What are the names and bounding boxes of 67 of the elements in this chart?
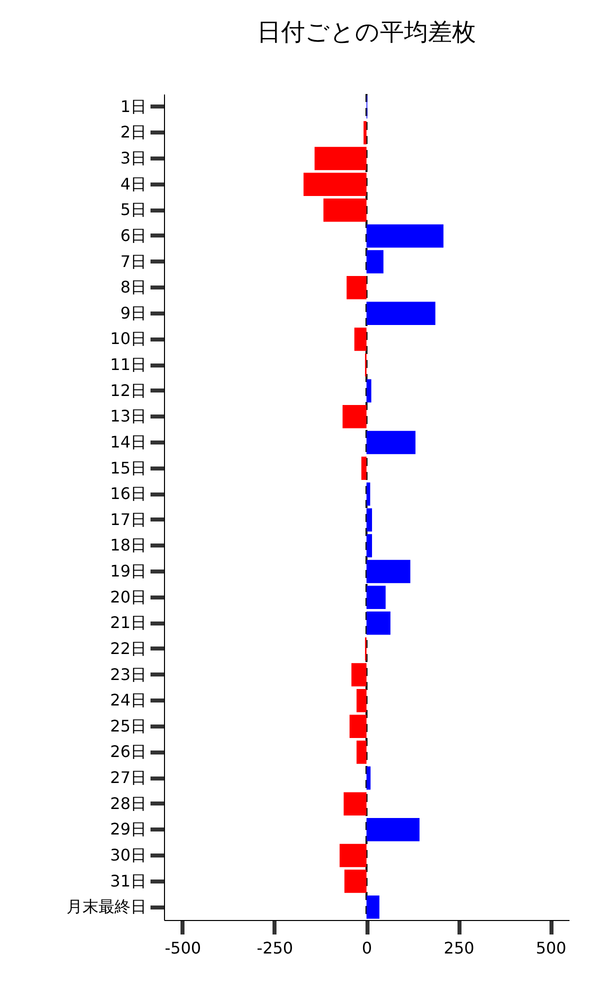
y-tick-label: 16日 (110, 484, 146, 504)
bar (346, 276, 366, 300)
y-tick-label: 21日 (110, 613, 146, 632)
y-tick-label: 11日 (110, 355, 146, 374)
y-tick-label: 7日 (120, 252, 146, 271)
y-tick-label: 26日 (110, 742, 146, 762)
y-tick-label: 10日 (110, 329, 146, 348)
bar (344, 870, 366, 893)
y-tick-label: 23日 (110, 664, 146, 684)
y-tick-label: 12日 (110, 380, 146, 400)
x-tick-label: -500 (164, 938, 202, 958)
y-tick-label: 1日 (120, 96, 146, 116)
x-tick-label: 0 (362, 938, 372, 958)
bar (314, 146, 366, 170)
bar (364, 121, 366, 144)
bar (342, 405, 366, 428)
bar (366, 224, 444, 248)
y-tick-label: 15日 (110, 458, 146, 478)
y-tick-label: 3日 (120, 148, 146, 168)
y-tick-label: 30日 (110, 845, 146, 864)
bar (351, 663, 366, 686)
bar (356, 688, 366, 712)
bar (366, 302, 436, 326)
y-tick-label: 25日 (110, 716, 146, 736)
chart-title: 日付ごとの平均差枚 (257, 18, 476, 46)
x-tick-label: 500 (536, 938, 566, 958)
y-tick-label: 20日 (110, 587, 146, 606)
y-tick-label: 4日 (120, 174, 146, 194)
x-tick-label: -250 (256, 938, 294, 958)
y-tick-label: 29日 (110, 820, 146, 839)
bar (354, 328, 366, 351)
bar (356, 740, 366, 764)
y-tick-label: 31日 (110, 871, 146, 890)
y-tick-label: 28日 (110, 794, 146, 813)
bar (366, 612, 390, 635)
y-tick-label: 月末最終日 (66, 897, 146, 916)
bar (340, 844, 366, 868)
bar (366, 379, 372, 402)
bar (366, 508, 372, 532)
x-tick-label: 250 (444, 938, 474, 958)
bar (366, 818, 420, 842)
y-tick-label: 27日 (110, 768, 146, 788)
y-tick-label: 8日 (120, 278, 146, 297)
bar (366, 586, 386, 609)
y-tick-label: 18日 (110, 536, 146, 555)
bar (366, 534, 372, 558)
y-tick-label: 6日 (120, 226, 146, 245)
bar (366, 250, 384, 274)
y-tick-label: 9日 (120, 303, 146, 322)
bar (361, 456, 366, 480)
bar (366, 766, 371, 790)
y-tick-label: 22日 (110, 638, 146, 658)
y-tick-label: 24日 (110, 690, 146, 710)
y-tick-label: 14日 (110, 432, 146, 452)
bar (304, 172, 366, 196)
y-tick-label: 19日 (110, 562, 146, 581)
bar (366, 482, 370, 506)
bar (366, 895, 380, 919)
bar (323, 198, 366, 222)
bar (344, 792, 366, 816)
y-tick-label: 5日 (120, 200, 146, 220)
bar (366, 560, 410, 584)
y-tick-label: 13日 (110, 406, 146, 426)
bar (366, 430, 416, 454)
y-tick-label: 2日 (120, 122, 146, 142)
bar (350, 714, 366, 738)
y-tick-label: 17日 (110, 510, 146, 529)
